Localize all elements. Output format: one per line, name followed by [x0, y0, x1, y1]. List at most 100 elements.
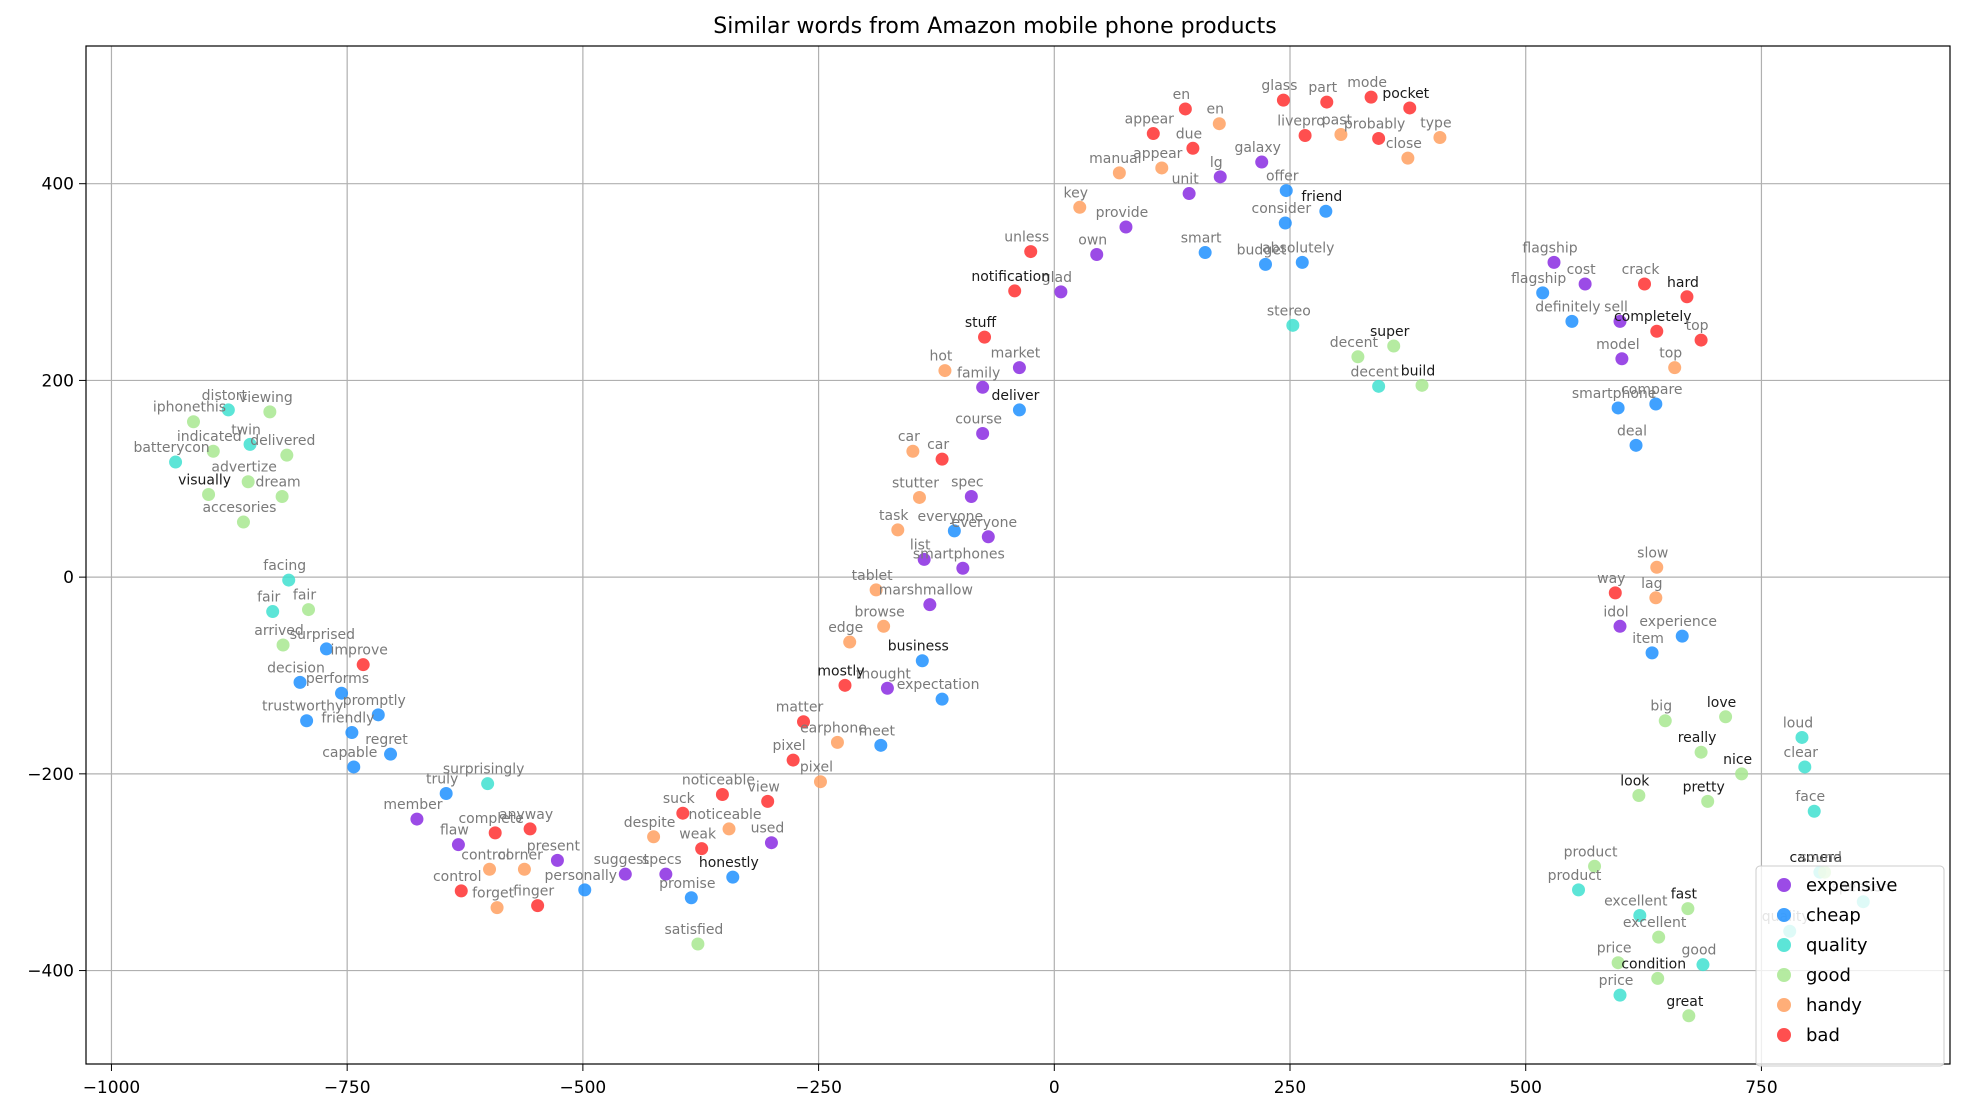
point-expensive — [1054, 285, 1068, 299]
point-label: satisfied — [664, 922, 723, 938]
point-label: item — [1632, 631, 1664, 647]
axis-ticks: −1000 −750 −500 −250 0 250 500 750 −400 −200 0 200 4… — [27, 175, 1777, 1098]
point-bad — [786, 753, 800, 767]
legend-box — [1755, 865, 1945, 1067]
point-label: definitely — [1535, 299, 1600, 315]
plot-frame — [85, 45, 1951, 1065]
point-cheap — [935, 692, 949, 706]
point-handy — [1334, 128, 1348, 142]
point-good — [263, 405, 277, 419]
point-label: visually — [178, 473, 231, 489]
point-cheap — [1629, 438, 1643, 452]
point-good — [1651, 971, 1665, 985]
point-cheap — [915, 654, 929, 668]
point-label: excellent — [1604, 893, 1668, 909]
point-bad — [1178, 102, 1192, 116]
point-cheap — [1645, 646, 1659, 660]
legend-marker — [1777, 938, 1791, 952]
legend-marker — [1777, 1028, 1791, 1042]
point-label: product — [1564, 844, 1618, 860]
point-label: arrived — [254, 623, 304, 639]
point-label: flagship — [1511, 271, 1566, 287]
point-label: everyone — [951, 515, 1017, 531]
point-label: marshmallow — [879, 583, 973, 599]
point-handy — [1433, 130, 1447, 144]
point-expensive — [1182, 187, 1196, 201]
legend-entry: bad — [1806, 1025, 1840, 1046]
point-label: decision — [267, 660, 325, 676]
point-handy — [830, 735, 844, 749]
point-label: fair — [257, 590, 280, 606]
point-expensive — [451, 838, 465, 852]
point-quality — [1633, 908, 1647, 922]
point-label: livepro — [1277, 114, 1325, 130]
point-label: budget — [1237, 242, 1287, 258]
point-good — [1415, 378, 1429, 392]
point-cheap — [347, 760, 361, 774]
point-bad — [1608, 586, 1622, 600]
point-label: glad — [1042, 270, 1072, 286]
point-cheap — [293, 675, 307, 689]
point-cheap — [1319, 204, 1333, 218]
point-cheap — [947, 524, 961, 538]
point-handy — [813, 775, 827, 789]
point-label: manual — [1089, 151, 1141, 167]
point-bad — [1680, 290, 1694, 304]
point-expensive — [1119, 220, 1133, 234]
point-label: pocket — [1382, 86, 1429, 102]
point-label: complete — [458, 811, 523, 827]
point-expensive — [976, 380, 990, 394]
point-label: en — [1207, 102, 1225, 118]
point-expensive — [550, 853, 564, 867]
point-labels: flagshipcostsellmodelidolunitlggalaxypro… — [133, 75, 1887, 1010]
point-expensive — [618, 867, 632, 881]
point-bad — [935, 452, 949, 466]
point-label: condition — [1621, 956, 1686, 972]
point-label: mode — [1347, 75, 1387, 91]
point-cheap — [319, 642, 333, 656]
point-cheap — [1649, 397, 1663, 411]
point-label: offer — [1266, 169, 1299, 185]
point-label: absolutely — [1262, 240, 1334, 256]
point-label: used — [751, 821, 785, 837]
point-bad — [797, 715, 811, 729]
point-good — [241, 475, 255, 489]
point-handy — [483, 862, 497, 876]
point-label: type — [1420, 115, 1451, 131]
grid-lines — [86, 46, 1950, 1064]
point-label: crack — [1622, 262, 1661, 278]
point-cheap — [371, 708, 385, 722]
point-cheap — [1611, 401, 1625, 415]
point-quality — [1798, 760, 1812, 774]
point-label: great — [1666, 994, 1704, 1010]
point-label: provide — [1096, 205, 1149, 221]
y-tick-label: 400 — [42, 175, 74, 195]
point-quality — [1795, 730, 1809, 744]
point-bad — [695, 842, 709, 856]
x-tick-label: −500 — [560, 1078, 607, 1098]
point-expensive — [976, 427, 990, 441]
point-label: despite — [624, 815, 676, 831]
point-label: viewing — [239, 390, 293, 406]
point-label: stereo — [1267, 303, 1311, 319]
point-label: course — [955, 412, 1002, 428]
point-label: twin — [231, 422, 261, 438]
point-label: forget — [472, 886, 515, 902]
point-label: market — [991, 346, 1041, 362]
point-label: slow — [1637, 545, 1668, 561]
point-handy — [1650, 560, 1664, 574]
point-cheap — [726, 870, 740, 884]
point-handy — [938, 364, 952, 378]
point-label: suck — [663, 791, 696, 807]
point-label: promise — [659, 876, 715, 892]
point-label: regret — [365, 732, 408, 748]
point-label: smartphone — [1572, 386, 1657, 402]
point-handy — [912, 490, 926, 504]
point-label: edge — [828, 620, 863, 636]
point-bad — [1276, 93, 1290, 107]
point-bad — [1650, 324, 1664, 338]
point-label: tablet — [852, 568, 893, 584]
legend-marker — [1777, 878, 1791, 892]
point-quality — [1572, 883, 1586, 897]
